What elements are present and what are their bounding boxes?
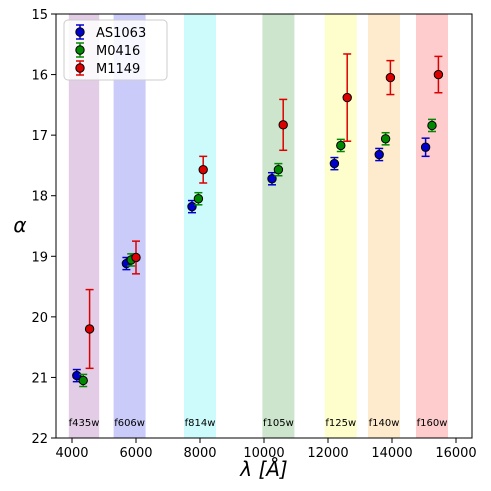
data-point-M0416 [380, 134, 391, 144]
x-axis-title: λ [Å] [239, 457, 287, 481]
legend-entry-M1149: M1149 [75, 60, 140, 77]
filter-band-f105w [262, 14, 295, 438]
legend-label: M0416 [96, 44, 140, 59]
data-point-M0416 [193, 194, 204, 204]
data-point-AS1063 [72, 370, 82, 381]
series-M1149 [84, 53, 444, 370]
legend-label: AS1063 [96, 26, 146, 41]
y-tick-label: 22 [31, 432, 48, 447]
y-tick-label: 17 [31, 129, 48, 144]
data-points [72, 53, 444, 388]
filter-band-labels: f435w f606w f814w f105w f125w f140w f160w [69, 418, 448, 429]
data-point-M0416 [427, 120, 437, 131]
data-point-M1149 [84, 324, 95, 334]
data-point-AS1063 [420, 142, 431, 152]
x-tick-label: 6000 [119, 446, 152, 461]
data-point-M0416 [78, 375, 88, 386]
data-point-M1149 [131, 252, 141, 263]
data-point-M1149 [433, 69, 444, 80]
legend-box [63, 19, 168, 81]
x-tick-label: 8000 [183, 446, 216, 461]
filter-band-f606w [113, 14, 146, 438]
filter-band-f125w [324, 14, 357, 438]
x-tick-label: 12000 [307, 446, 348, 461]
data-point-M1149 [385, 72, 396, 83]
x-axis-ticks: 4000 6000 8000 10000 12000 14000 16000 [55, 438, 477, 461]
series-AS1063 [72, 137, 431, 383]
legend-marker [75, 63, 85, 73]
filter-band-label-f105w: f105w [263, 418, 294, 429]
y-tick-label: 15 [31, 8, 48, 23]
y-tick-label: 18 [31, 190, 48, 205]
y-tick-label: 19 [31, 250, 48, 265]
legend: AS1063 M0416 M1149 [63, 19, 168, 81]
data-point-M1149 [342, 92, 352, 103]
data-point-M0416 [336, 140, 346, 151]
legend-entry-M0416: M0416 [75, 42, 140, 59]
data-point-AS1063 [374, 149, 384, 160]
x-tick-label: 16000 [435, 446, 476, 461]
data-point-AS1063 [329, 158, 340, 169]
filter-band-label-f125w: f125w [325, 418, 356, 429]
filter-band-f160w [416, 14, 448, 438]
filter-band-f435w [68, 14, 100, 438]
legend-label: M1149 [96, 62, 140, 77]
y-tick-label: 20 [31, 311, 48, 326]
filter-band-label-f140w: f140w [369, 418, 400, 429]
data-point-AS1063 [187, 201, 197, 212]
legend-marker [75, 27, 85, 37]
series-M0416 [78, 118, 437, 388]
data-point-M1149 [198, 164, 208, 175]
legend-marker [75, 45, 85, 55]
filter-band-label-f160w: f160w [417, 418, 448, 429]
data-point-M1149 [278, 120, 288, 130]
y-tick-label: 16 [31, 69, 48, 84]
filter-band-label-f606w: f606w [114, 418, 145, 429]
x-tick-label: 10000 [243, 446, 284, 461]
y-tick-label: 21 [31, 371, 48, 386]
filter-band-label-f814w: f814w [185, 418, 216, 429]
legend-entry-AS1063: AS1063 [75, 24, 146, 41]
filter-band-f814w [184, 14, 216, 438]
filter-band-label-f435w: f435w [69, 418, 100, 429]
filter-bands [68, 14, 448, 438]
filter-band-f140w [368, 14, 400, 438]
y-axis-title: α [13, 213, 26, 237]
data-point-AS1063 [267, 174, 277, 184]
y-axis-ticks: 15 16 17 18 19 20 21 22 [31, 8, 56, 447]
data-point-M0416 [273, 164, 284, 175]
x-tick-label: 4000 [55, 446, 88, 461]
x-tick-label: 14000 [371, 446, 412, 461]
